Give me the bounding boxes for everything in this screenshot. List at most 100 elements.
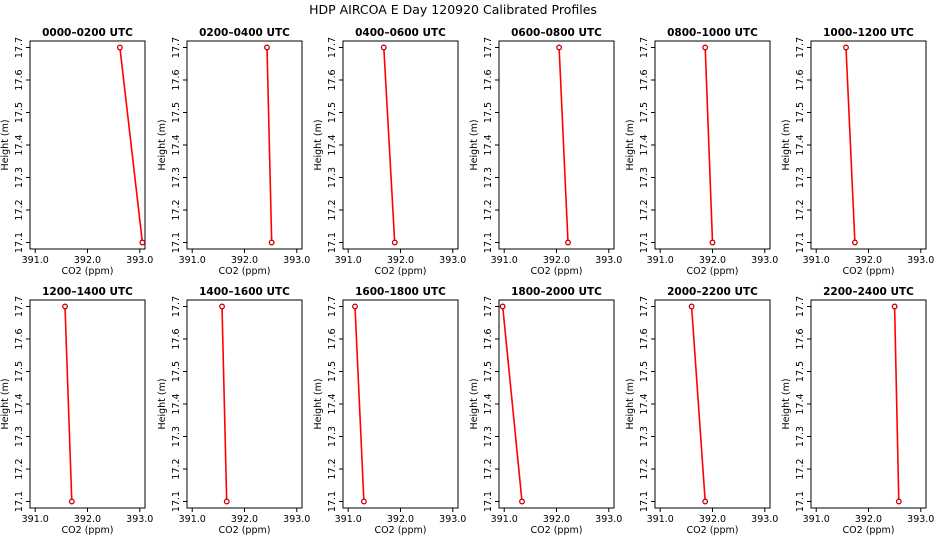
panel-title: 1400–1600 UTC	[199, 286, 290, 298]
panel-title: 2200–2400 UTC	[823, 286, 914, 298]
y-tick-label: 17.6	[795, 328, 806, 349]
plot-frame	[498, 40, 615, 250]
y-tick-label: 17.2	[14, 458, 25, 479]
profile-line	[845, 47, 856, 243]
x-tick-label: 392.0	[387, 255, 414, 266]
y-tick-label: 17.2	[171, 199, 182, 220]
x-tick-label: 391.0	[22, 255, 49, 266]
y-tick-label: 17.2	[483, 199, 494, 220]
y-tick-label: 17.7	[795, 37, 806, 58]
y-tick-label: 17.7	[14, 296, 25, 317]
y-tick-label: 17.5	[639, 102, 650, 123]
profile-line	[266, 47, 273, 243]
chart-panel: 0200–0400 UTC 391.0 392.0 393.0 CO2 (ppm) 17.…	[157, 27, 310, 277]
y-tick-label: 17.6	[639, 328, 650, 349]
y-tick-label: 17.7	[639, 296, 650, 317]
y-tick-label: 17.3	[639, 426, 650, 447]
y-axis-label: Height (m)	[157, 119, 168, 170]
x-axis-label: CO2 (ppm)	[219, 266, 271, 277]
x-axis-label: CO2 (ppm)	[62, 266, 114, 277]
y-tick-label: 17.2	[795, 458, 806, 479]
x-tick-label: 393.0	[283, 255, 310, 266]
x-tick-label: 393.0	[283, 514, 310, 525]
x-axis-label: CO2 (ppm)	[687, 266, 739, 277]
chart-panel: 1000–1200 UTC 391.0 392.0 393.0 CO2 (ppm) 17.…	[781, 27, 934, 277]
y-tick-label: 17.5	[327, 361, 338, 382]
x-axis-label: CO2 (ppm)	[843, 525, 895, 536]
x-tick-label: 393.0	[907, 255, 934, 266]
chart-panel: 1200–1400 UTC 391.0 392.0 393.0 CO2 (ppm) 17.…	[0, 286, 153, 536]
x-tick-label: 392.0	[855, 514, 882, 525]
y-tick-label: 17.1	[171, 232, 182, 253]
plot-frame	[342, 40, 459, 250]
data-point-marker	[851, 239, 858, 246]
chart-panel: 1800–2000 UTC 391.0 392.0 393.0 CO2 (ppm) 17.…	[469, 286, 622, 536]
chart-panel: 2200–2400 UTC 391.0 392.0 393.0 CO2 (ppm) 17.…	[781, 286, 934, 536]
x-axis-label: CO2 (ppm)	[62, 525, 114, 536]
y-tick-label: 17.6	[639, 69, 650, 90]
y-tick-label: 17.6	[483, 328, 494, 349]
y-tick-label: 17.7	[483, 37, 494, 58]
y-tick-label: 17.3	[171, 167, 182, 188]
x-tick-label: 391.0	[179, 255, 206, 266]
x-tick-label: 391.0	[179, 514, 206, 525]
y-tick-label: 17.5	[14, 102, 25, 123]
data-point-marker	[116, 44, 123, 51]
data-point-marker	[391, 239, 398, 246]
y-tick-label: 17.4	[483, 393, 494, 414]
x-tick-label: 392.0	[699, 514, 726, 525]
y-tick-label: 17.2	[795, 199, 806, 220]
y-tick-label: 17.6	[14, 328, 25, 349]
figure-title: HDP AIRCOA E Day 120920 Calibrated Profi…	[309, 2, 597, 17]
data-point-marker	[380, 44, 387, 51]
y-tick-label: 17.2	[171, 458, 182, 479]
y-tick-label: 17.6	[327, 328, 338, 349]
data-point-marker	[556, 44, 563, 51]
profile-line	[558, 47, 569, 243]
data-point-marker	[268, 239, 275, 246]
y-tick-label: 17.7	[171, 296, 182, 317]
y-axis-label: Height (m)	[625, 378, 636, 429]
y-tick-label: 17.6	[171, 328, 182, 349]
y-tick-label: 17.6	[483, 69, 494, 90]
y-tick-label: 17.4	[327, 134, 338, 155]
y-tick-label: 17.1	[327, 232, 338, 253]
y-tick-label: 17.3	[14, 167, 25, 188]
y-tick-label: 17.3	[795, 426, 806, 447]
y-tick-label: 17.4	[14, 134, 25, 155]
x-tick-label: 393.0	[439, 255, 466, 266]
y-tick-label: 17.7	[171, 37, 182, 58]
plot-frame	[654, 40, 771, 250]
x-tick-label: 393.0	[126, 514, 153, 525]
y-tick-label: 17.4	[14, 393, 25, 414]
profile-line	[383, 47, 396, 243]
y-tick-label: 17.1	[14, 491, 25, 512]
x-tick-label: 391.0	[647, 255, 674, 266]
chart-panel: 0000–0200 UTC 391.0 392.0 393.0 CO2 (ppm) 17.…	[0, 27, 153, 277]
y-axis-label: Height (m)	[313, 378, 324, 429]
panel-title: 0600–0800 UTC	[511, 27, 602, 39]
data-point-marker	[264, 44, 270, 51]
x-tick-label: 392.0	[387, 514, 414, 525]
plot-frame	[186, 40, 303, 250]
y-axis-label: Height (m)	[0, 378, 11, 429]
y-tick-label: 17.1	[14, 232, 25, 253]
y-tick-label: 17.1	[483, 232, 494, 253]
x-axis-label: CO2 (ppm)	[375, 266, 427, 277]
y-tick-label: 17.1	[171, 491, 182, 512]
chart-panel: 2000–2200 UTC 391.0 392.0 393.0 CO2 (ppm) 17.…	[625, 286, 778, 536]
y-axis-label: Height (m)	[313, 119, 324, 170]
profile-line	[893, 306, 900, 502]
x-axis-label: CO2 (ppm)	[375, 525, 427, 536]
data-point-marker	[702, 44, 709, 51]
y-tick-label: 17.2	[14, 199, 25, 220]
profile-line	[119, 47, 144, 243]
x-tick-label: 392.0	[699, 255, 726, 266]
x-tick-label: 392.0	[855, 255, 882, 266]
y-tick-label: 17.2	[327, 199, 338, 220]
y-tick-label: 17.1	[483, 491, 494, 512]
data-point-marker	[219, 303, 225, 310]
y-tick-label: 17.1	[795, 491, 806, 512]
y-tick-label: 17.2	[327, 458, 338, 479]
y-tick-label: 17.4	[639, 134, 650, 155]
